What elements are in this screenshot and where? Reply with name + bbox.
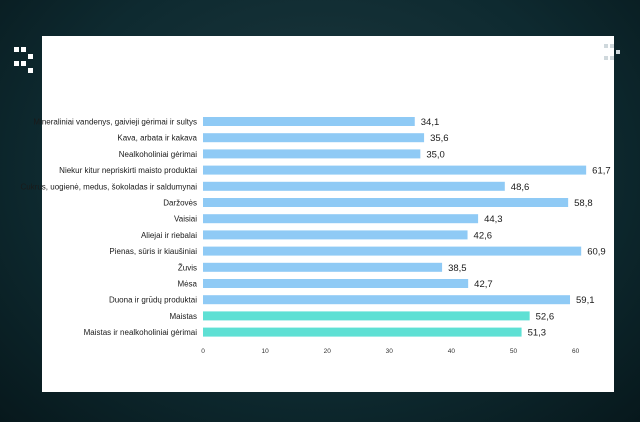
bar <box>203 279 469 288</box>
bar <box>203 214 479 224</box>
value-label: 51,3 <box>528 328 547 339</box>
value-label: 34,1 <box>421 117 440 128</box>
category-label: Kava, arbata ir kakava <box>117 134 197 143</box>
value-label: 35,0 <box>426 149 445 160</box>
value-label: 58,8 <box>574 198 593 209</box>
category-label: Pienas, sūris ir kiaušiniai <box>109 247 197 256</box>
bar <box>203 165 587 175</box>
x-tick-label: 0 <box>201 348 205 355</box>
value-label: 42,6 <box>474 230 493 241</box>
value-label: 52,6 <box>536 311 555 322</box>
x-tick-label: 20 <box>324 348 332 355</box>
category-label: Žuvis <box>178 263 197 272</box>
value-label: 60,9 <box>587 247 606 258</box>
value-label: 44,3 <box>484 214 503 225</box>
value-label: 48,6 <box>511 182 530 193</box>
bar <box>203 181 505 191</box>
category-label: Niekur kitur nepriskirti maisto produkta… <box>59 166 197 175</box>
category-label: Nealkoholiniai gėrimai <box>119 150 197 159</box>
x-tick-label: 60 <box>572 348 580 355</box>
bar <box>203 311 530 321</box>
category-label: Mėsa <box>177 280 197 289</box>
bar <box>203 262 443 272</box>
value-label: 59,1 <box>576 295 595 306</box>
category-label: Vaisiai <box>174 215 197 224</box>
category-label: Mineraliniai vandenys, gaivieji gėrimai … <box>33 118 197 127</box>
bar <box>203 327 522 337</box>
x-tick-label: 50 <box>510 348 518 355</box>
bar <box>203 133 425 143</box>
value-label: 35,6 <box>430 133 449 144</box>
x-tick-label: 30 <box>386 348 394 355</box>
x-tick-label: 10 <box>261 348 269 355</box>
corner-logo-icon <box>604 44 620 60</box>
category-label: Aliejai ir riebalai <box>141 231 197 240</box>
category-label: Maistas ir nealkoholiniai gėrimai <box>84 328 198 337</box>
bar <box>203 246 582 256</box>
x-tick-label: 40 <box>448 348 456 355</box>
bar <box>203 230 468 240</box>
chart-subtitle: 2024 m. gruodžio mėn., palyginti su 2019… <box>88 77 568 94</box>
bar <box>203 295 571 305</box>
bar <box>203 117 415 126</box>
category-label: Cukrus, uogienė, medus, šokoladas ir sal… <box>20 182 197 191</box>
value-label: 42,7 <box>474 279 493 290</box>
category-label: Maistas <box>169 312 197 321</box>
category-label: Duona ir grūdų produktai <box>109 296 197 305</box>
bar <box>203 149 421 159</box>
chart-title: MAISTO PRODUKTŲ IR NEALKOHOLINIŲ GĖRIMŲ … <box>76 53 580 71</box>
value-label: 38,5 <box>448 263 467 274</box>
bar <box>203 198 569 207</box>
bars-layer: Mineraliniai vandenys, gaivieji gėrimai … <box>20 117 611 355</box>
value-label: 61,7 <box>592 166 611 177</box>
category-label: Daržovės <box>163 199 197 208</box>
logo-icon <box>14 47 33 73</box>
